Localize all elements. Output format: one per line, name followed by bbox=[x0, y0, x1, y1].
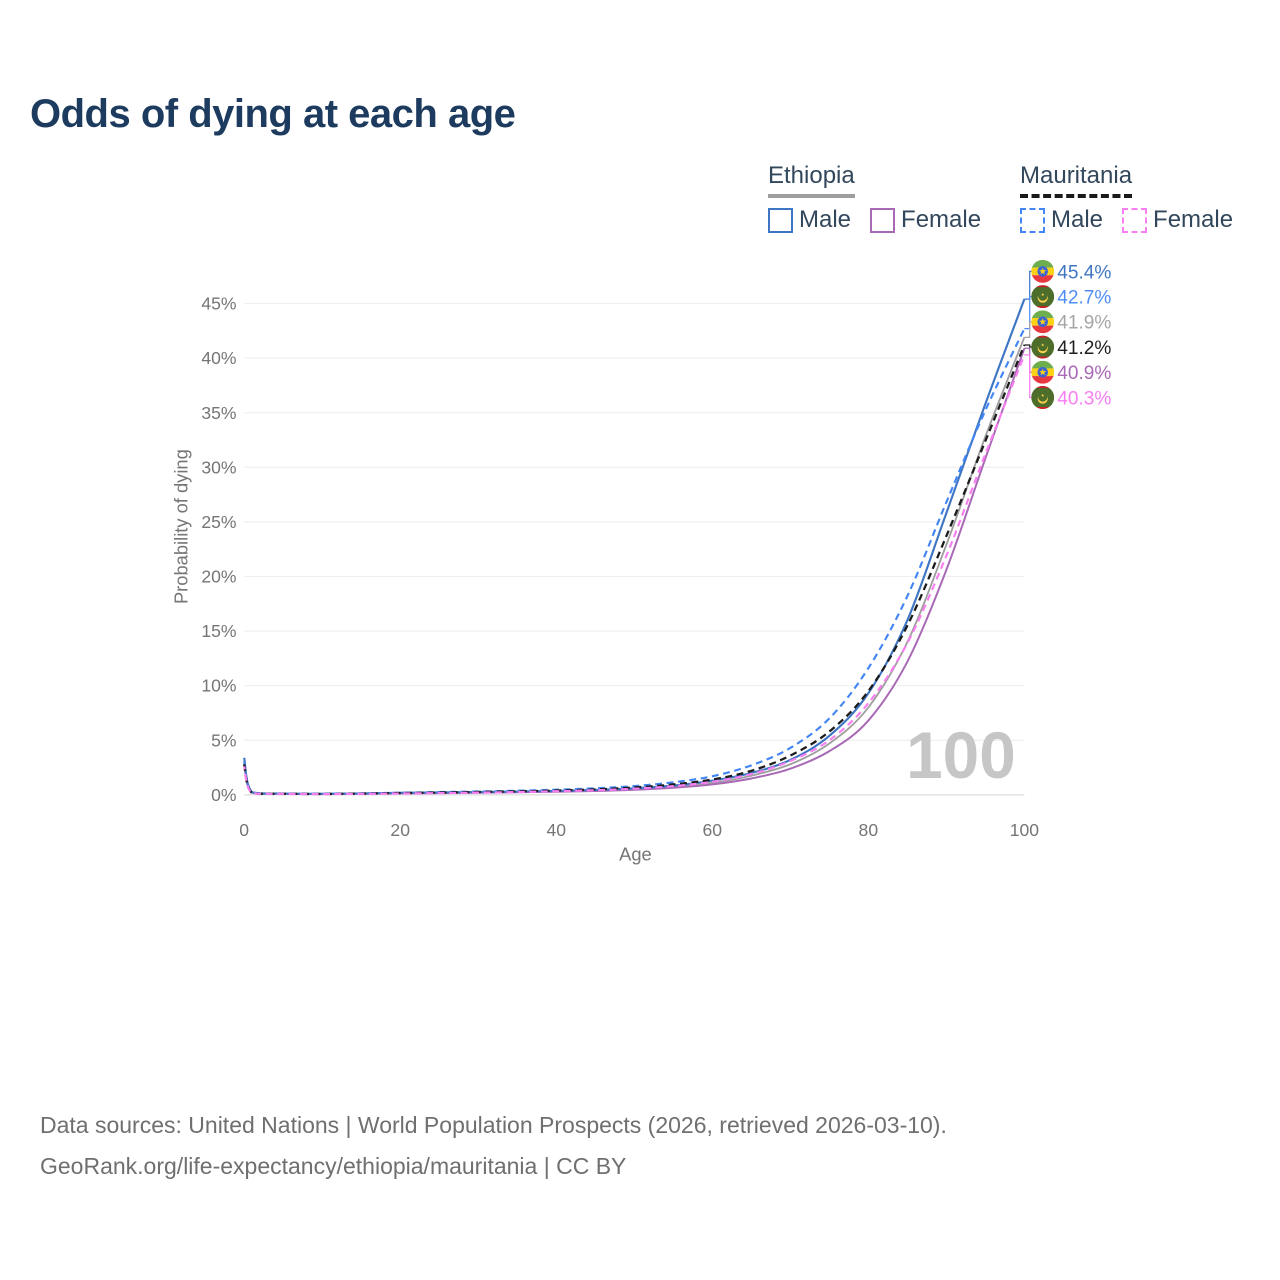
y-tick-label: 10% bbox=[201, 676, 236, 696]
end-label-value: 40.9% bbox=[1057, 363, 1111, 384]
y-tick-label: 35% bbox=[201, 403, 236, 423]
end-label-value: 41.9% bbox=[1057, 313, 1111, 334]
ethiopia-male-swatch bbox=[768, 207, 793, 233]
end-label-value: 40.3% bbox=[1057, 388, 1111, 409]
x-axis-title: Age bbox=[619, 844, 652, 865]
mauritania-flag-icon bbox=[1031, 386, 1055, 409]
legend-country-mauritania[interactable]: Mauritania bbox=[1020, 162, 1133, 198]
mauritania-flag-icon bbox=[1031, 335, 1055, 359]
ethiopia-flag-icon bbox=[1031, 310, 1055, 334]
mauritania-female-swatch bbox=[1122, 207, 1148, 233]
legend-label-mauritania-female: Female bbox=[1153, 206, 1234, 233]
x-tick-label: 100 bbox=[1010, 820, 1040, 840]
y-tick-label: 5% bbox=[211, 730, 236, 750]
attribution-line: GeoRank.org/life-expectancy/ethiopia/mau… bbox=[40, 1153, 627, 1179]
legend-item-ethiopia-female[interactable]: Female bbox=[870, 206, 981, 234]
y-tick-label: 40% bbox=[201, 348, 236, 368]
mortality-line-chart: 0% 5% 10% 15% 20% 25% 30% 35% 40% 45% 0 20 40 60 80 100… bbox=[171, 259, 1111, 865]
y-tick-label: 45% bbox=[201, 294, 236, 314]
end-label-value: 41.2% bbox=[1057, 338, 1111, 359]
y-axis-title: Probability of dying bbox=[171, 449, 192, 604]
legend-item-mauritania-male[interactable]: Male bbox=[1020, 206, 1103, 234]
y-tick-label: 0% bbox=[211, 785, 236, 805]
legend-label-ethiopia-male: Male bbox=[799, 206, 852, 233]
end-label-value: 42.7% bbox=[1057, 287, 1111, 308]
mauritania-male-swatch bbox=[1020, 207, 1045, 233]
legend-item-ethiopia-male[interactable]: Male bbox=[768, 206, 851, 234]
legend-group-mauritania: Mauritania Male Female bbox=[1020, 162, 1233, 234]
x-tick-label: 20 bbox=[390, 820, 410, 840]
footer: Data sources: United Nations | World Pop… bbox=[40, 1105, 947, 1187]
x-tick-label: 0 bbox=[239, 820, 249, 840]
y-tick-label: 15% bbox=[201, 621, 236, 641]
ethiopia-flag-icon bbox=[1031, 360, 1055, 384]
legend-label-mauritania-male: Male bbox=[1051, 206, 1104, 233]
y-tick-label: 20% bbox=[201, 567, 236, 587]
legend-group-ethiopia: Ethiopia Male Female bbox=[768, 162, 981, 234]
mauritania-flag-icon bbox=[1031, 285, 1055, 309]
y-tick-label: 25% bbox=[201, 512, 236, 532]
legend-country-ethiopia[interactable]: Ethiopia bbox=[768, 162, 855, 198]
y-tick-label: 30% bbox=[201, 457, 236, 477]
ethiopia-flag-icon bbox=[1031, 259, 1055, 283]
ethiopia-female-swatch bbox=[870, 207, 896, 233]
age-watermark: 100 bbox=[906, 719, 1016, 792]
data-source-line: Data sources: United Nations | World Pop… bbox=[40, 1112, 947, 1138]
x-tick-label: 60 bbox=[703, 820, 723, 840]
page-title: Odds of dying at each age bbox=[30, 92, 516, 136]
x-tick-label: 80 bbox=[859, 820, 879, 840]
legend-item-mauritania-female[interactable]: Female bbox=[1122, 206, 1233, 234]
legend-label-ethiopia-female: Female bbox=[901, 206, 982, 233]
end-label-value: 45.4% bbox=[1057, 262, 1111, 283]
x-tick-label: 40 bbox=[546, 820, 566, 840]
series-line-mauritania-female bbox=[243, 354, 1026, 796]
